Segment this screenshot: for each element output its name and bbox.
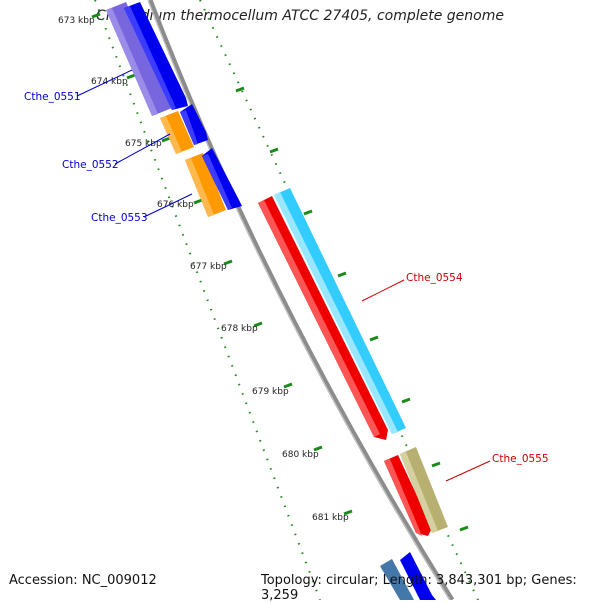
feature-cthe-0554-red[interactable] bbox=[258, 196, 388, 440]
tick-mark-674 bbox=[126, 73, 136, 80]
feature-cthe-0555-olive[interactable] bbox=[400, 447, 448, 533]
tick-label-677: 677 kbp bbox=[190, 262, 227, 272]
inner-tick-marks bbox=[235, 86, 469, 532]
tick-label-680: 680 kbp bbox=[282, 450, 319, 460]
tick-label-675: 675 kbp bbox=[125, 139, 162, 149]
accession-text: Accession: NC_009012 bbox=[9, 573, 157, 588]
tick-mark-680 bbox=[313, 445, 323, 452]
callout-leader-0553 bbox=[143, 193, 193, 218]
feature-cthe-0551-purple[interactable] bbox=[106, 2, 172, 116]
tick-label-676: 676 kbp bbox=[157, 200, 194, 210]
tick-mark-678 bbox=[253, 321, 263, 328]
tick-mark-677 bbox=[223, 259, 233, 266]
gene-label-cthe-0553[interactable]: Cthe_0553 bbox=[91, 212, 148, 224]
feature-cthe-0553-arrow[interactable] bbox=[202, 148, 242, 210]
topology-summary: Topology: circular; Length: 3,843,301 bp… bbox=[261, 573, 577, 603]
tick-label-679: 679 kbp bbox=[252, 387, 289, 397]
callout-leader-0555 bbox=[445, 460, 491, 482]
feature-cthe-0555-red[interactable] bbox=[384, 455, 432, 536]
tick-label-673: 673 kbp bbox=[58, 16, 95, 26]
gene-label-cthe-0555[interactable]: Cthe_0555 bbox=[492, 453, 549, 465]
feature-cthe-0552-orange[interactable] bbox=[160, 111, 194, 154]
callout-leader-0551 bbox=[76, 69, 133, 97]
map-title: Clostridium thermocellum ATCC 27405, com… bbox=[96, 8, 504, 24]
gene-label-cthe-0551[interactable]: Cthe_0551 bbox=[24, 91, 81, 103]
feature-bottom-arrow[interactable] bbox=[400, 552, 436, 600]
gene-label-cthe-0554[interactable]: Cthe_0554 bbox=[406, 272, 463, 284]
feature-cthe-0552-arrow[interactable] bbox=[180, 104, 208, 145]
callout-leader-0554 bbox=[361, 279, 405, 302]
tick-label-678: 678 kbp bbox=[221, 324, 258, 334]
gene-label-cthe-0552[interactable]: Cthe_0552 bbox=[62, 159, 119, 171]
genome-backbone bbox=[147, 0, 455, 600]
callout-leader-0552 bbox=[114, 133, 171, 165]
feature-bottom-steel[interactable] bbox=[380, 559, 414, 600]
tick-mark-679 bbox=[283, 382, 293, 389]
tick-mark-675 bbox=[161, 136, 171, 143]
tick-mark-681 bbox=[343, 509, 353, 516]
feature-cthe-0554-cyan[interactable] bbox=[274, 188, 406, 434]
tick-label-674: 674 kbp bbox=[91, 77, 128, 87]
feature-cthe-0551-arrow[interactable] bbox=[124, 2, 188, 110]
tick-mark-676 bbox=[193, 198, 203, 205]
ruler-dotted-track-outer bbox=[94, 0, 321, 600]
feature-cthe-0553-orange[interactable] bbox=[185, 153, 226, 217]
tick-mark-673 bbox=[91, 12, 101, 19]
tick-label-681: 681 kbp bbox=[312, 513, 349, 523]
